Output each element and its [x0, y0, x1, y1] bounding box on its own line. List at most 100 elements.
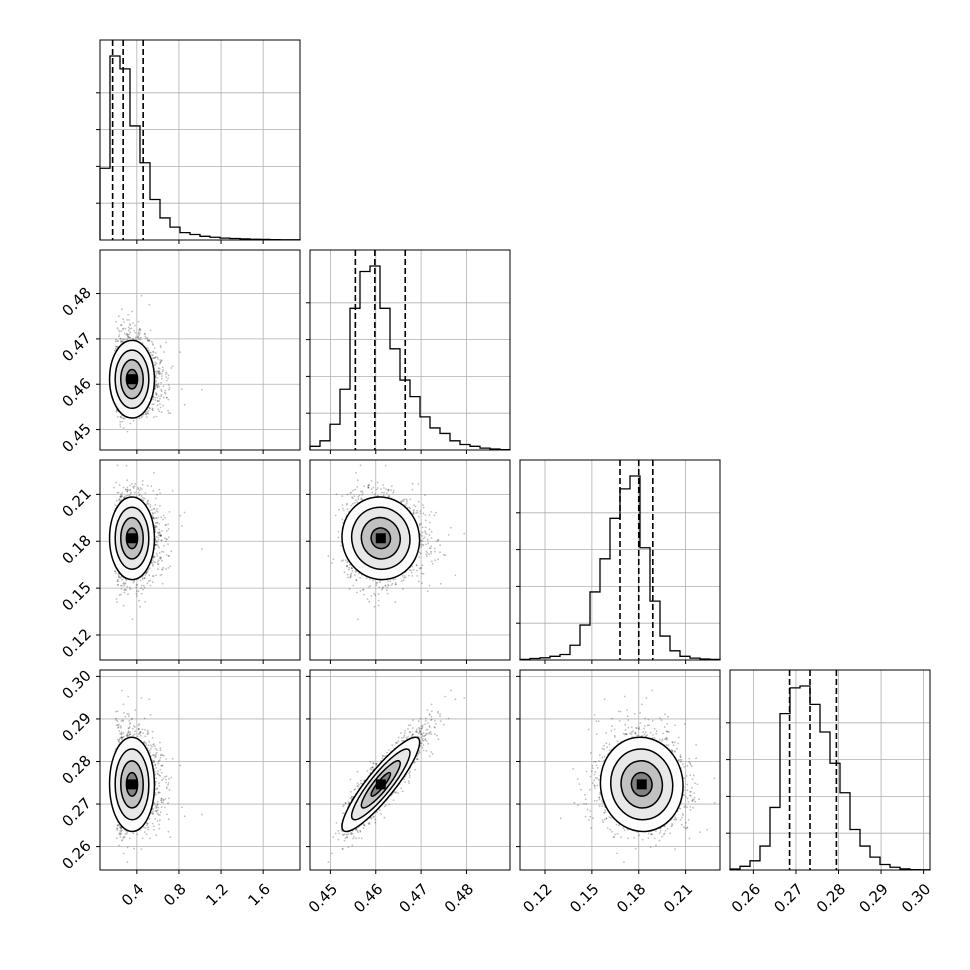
scatter-point [116, 464, 119, 467]
scatter-point [167, 555, 170, 557]
scatter-point [157, 395, 160, 398]
scatter-point [123, 496, 126, 499]
scatter-point [181, 525, 183, 527]
scatter-point [120, 494, 122, 497]
scatter-point [157, 563, 160, 566]
scatter-point [162, 518, 164, 521]
scatter-point [153, 357, 156, 359]
scatter-point [121, 578, 123, 581]
scatter-point [168, 386, 171, 389]
scatter-point [156, 531, 159, 534]
scatter-point [120, 496, 122, 498]
scatter-point [157, 536, 160, 539]
scatter-point [154, 396, 156, 399]
scatter-point [153, 416, 155, 419]
scatter-point [155, 415, 158, 418]
scatter-point [159, 361, 162, 364]
scatter-point [149, 505, 152, 508]
scatter-point [157, 568, 159, 570]
scatter-point [155, 372, 158, 375]
scatter-point [160, 557, 163, 559]
scatter-point [145, 337, 147, 340]
scatter-point [117, 575, 120, 578]
scatter-point [154, 511, 156, 514]
scatter-point [146, 500, 149, 503]
scatter-point [144, 574, 147, 577]
scatter-point [159, 372, 162, 375]
scatter-point [152, 351, 155, 354]
scatter-point [150, 485, 153, 488]
scatter-point [119, 495, 122, 498]
scatter-point [120, 324, 123, 326]
scatter-point [134, 482, 137, 485]
scatter-point [135, 592, 138, 595]
scatter-point [148, 339, 151, 342]
scatter-point [119, 337, 122, 340]
scatter-point [141, 578, 144, 580]
scatter-point [118, 335, 120, 338]
scatter-point [157, 367, 160, 370]
scatter-point [157, 545, 160, 547]
scatter-point [149, 351, 151, 354]
scatter-point [167, 398, 170, 401]
scatter-point [171, 489, 174, 492]
scatter-point [127, 313, 130, 316]
scatter-point [136, 335, 139, 338]
scatter-point [116, 580, 119, 583]
scatter-point [155, 394, 158, 396]
scatter-point [145, 413, 147, 416]
scatter-point [118, 498, 121, 500]
scatter-point [148, 339, 151, 342]
scatter-point [157, 559, 160, 562]
scatter-point [151, 357, 154, 359]
scatter-point [123, 332, 126, 335]
scatter-point [158, 410, 161, 413]
scatter-point [163, 537, 166, 540]
scatter-point [119, 420, 122, 423]
scatter-point [154, 526, 157, 529]
scatter-point [125, 333, 128, 336]
scatter-point [127, 329, 130, 332]
scatter-point [159, 531, 161, 534]
scatter-point [141, 480, 144, 482]
scatter-point [137, 491, 140, 494]
scatter-point [120, 308, 123, 311]
scatter-point [127, 593, 129, 596]
scatter-point [152, 565, 154, 567]
scatter-point [157, 370, 160, 373]
scatter-point [160, 516, 163, 519]
scatter-point [151, 403, 154, 406]
scatter-point [154, 504, 157, 506]
scatter-point [153, 517, 156, 520]
scatter-point [157, 372, 160, 374]
scatter-point [128, 494, 131, 497]
scatter-point [167, 536, 170, 539]
scatter-point [167, 384, 170, 386]
scatter-point [164, 392, 167, 395]
scatter-point [162, 404, 164, 407]
panel-frame [99, 39, 301, 241]
scatter-point [161, 375, 163, 377]
y-tick-label: 0.47 [58, 329, 94, 365]
scatter-point [127, 336, 130, 339]
scatter-point [152, 575, 155, 578]
scatter-point [125, 589, 127, 592]
scatter-point [143, 577, 146, 579]
scatter-point [138, 329, 140, 331]
scatter-point [168, 511, 171, 513]
scatter-point [159, 557, 161, 559]
scatter-point [156, 386, 159, 388]
scatter-point [154, 497, 157, 500]
scatter-point [155, 383, 157, 386]
scatter-point [152, 512, 154, 515]
scatter-point [142, 499, 145, 502]
scatter-point [156, 521, 158, 524]
scatter-point [115, 481, 117, 484]
scatter-point [114, 570, 117, 573]
scatter-point [117, 340, 119, 342]
scatter-point [161, 568, 163, 571]
panel-frame [99, 249, 301, 451]
scatter-point [160, 539, 163, 542]
scatter-point [142, 497, 145, 499]
scatter-point [119, 423, 122, 426]
